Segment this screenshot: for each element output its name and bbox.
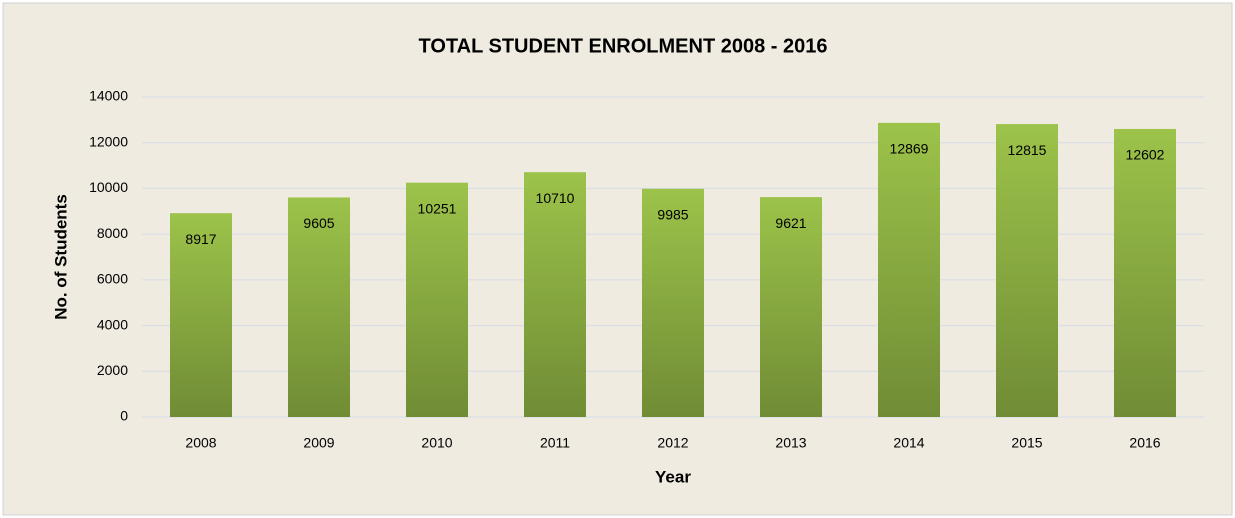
x-axis-title: Year <box>655 467 691 486</box>
bar <box>878 122 940 417</box>
x-tick-label: 2011 <box>540 435 570 451</box>
y-axis-title: No. of Students <box>51 194 70 320</box>
x-tick-label: 2013 <box>775 435 806 451</box>
y-tick-label: 2000 <box>97 362 128 378</box>
bar <box>996 124 1058 417</box>
data-label: 8917 <box>185 231 216 247</box>
y-tick-label: 4000 <box>97 316 128 332</box>
data-label: 10710 <box>536 190 575 206</box>
data-label: 9605 <box>303 215 334 231</box>
bar <box>406 182 468 417</box>
bar <box>642 188 704 417</box>
x-tick-label: 2010 <box>421 435 452 451</box>
bar <box>524 172 586 417</box>
x-tick-label: 2012 <box>657 435 688 451</box>
data-label: 9621 <box>775 215 806 231</box>
y-tick-label: 12000 <box>89 133 128 149</box>
y-tick-label: 10000 <box>89 179 128 195</box>
data-label: 9985 <box>657 206 688 222</box>
x-tick-label: 2009 <box>303 435 334 451</box>
x-tick-label: 2015 <box>1011 435 1042 451</box>
data-label: 12815 <box>1008 142 1047 158</box>
data-label: 12602 <box>1126 147 1165 163</box>
data-label: 12869 <box>890 141 929 157</box>
bar <box>170 213 232 417</box>
bar <box>1114 128 1176 417</box>
x-tick-label: 2008 <box>185 435 216 451</box>
y-tick-label: 8000 <box>97 225 128 241</box>
y-tick-label: 6000 <box>97 271 128 287</box>
y-tick-label: 14000 <box>89 88 128 104</box>
x-tick-label: 2016 <box>1129 435 1160 451</box>
data-label: 10251 <box>418 200 457 216</box>
chart-title: TOTAL STUDENT ENROLMENT 2008 - 2016 <box>419 35 828 57</box>
x-tick-label: 2014 <box>893 435 924 451</box>
bar <box>288 197 350 417</box>
y-tick-label: 0 <box>120 408 128 424</box>
bar <box>760 197 822 417</box>
